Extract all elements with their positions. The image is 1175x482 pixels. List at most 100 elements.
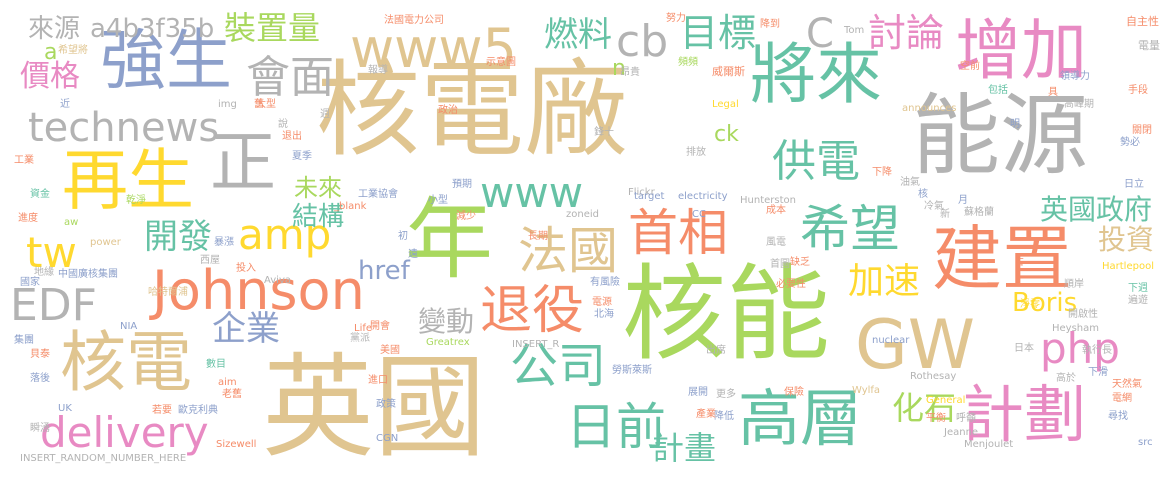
cloud-word: 降低 bbox=[714, 412, 734, 422]
cloud-word: 投資 bbox=[1098, 226, 1154, 254]
cloud-word: 數目 bbox=[206, 360, 226, 370]
cloud-word: 成本 bbox=[766, 206, 786, 216]
cloud-word: 投入 bbox=[236, 264, 256, 274]
cloud-word: 進度 bbox=[18, 214, 38, 224]
cloud-word: 電量 bbox=[1138, 40, 1160, 51]
cloud-word: 空前 bbox=[960, 62, 980, 72]
cloud-word: 政治 bbox=[438, 106, 458, 116]
cloud-word: 哈特爾浦 bbox=[148, 288, 188, 298]
cloud-word: 威爾斯 bbox=[712, 66, 745, 77]
cloud-word: 下降 bbox=[872, 168, 892, 178]
cloud-word: 尋找 bbox=[1108, 412, 1128, 422]
cloud-word: technews bbox=[28, 108, 219, 148]
cloud-word: electricity bbox=[678, 192, 728, 202]
cloud-word: power bbox=[90, 238, 121, 248]
cloud-word: C bbox=[806, 14, 834, 54]
cloud-word: 貝泰 bbox=[30, 350, 50, 360]
cloud-word: INSERT_RANDOM_NUMBER_HERE bbox=[20, 454, 186, 464]
cloud-word: Menjoulet bbox=[964, 440, 1013, 450]
cloud-word: 新 bbox=[940, 210, 950, 220]
cloud-word: 計畫 bbox=[652, 432, 716, 464]
cloud-word: 英國政府 bbox=[1040, 196, 1152, 224]
cloud-word: 開啟性 bbox=[1068, 310, 1098, 320]
cloud-word: CC bbox=[692, 210, 706, 220]
cloud-word: 供電 bbox=[772, 140, 860, 184]
cloud-word: 老舊 bbox=[222, 390, 242, 400]
cloud-word: Hartlepool bbox=[1102, 262, 1154, 272]
cloud-word: 工業協會 bbox=[358, 190, 398, 200]
cloud-word: 展開 bbox=[688, 388, 708, 398]
cloud-word: Tom bbox=[844, 26, 864, 36]
cloud-word: img bbox=[218, 100, 237, 110]
cloud-word: 保險 bbox=[784, 388, 804, 398]
cloud-word: nuclear bbox=[872, 336, 909, 346]
cloud-word: 舊 bbox=[254, 100, 264, 110]
cloud-word: 順岸 bbox=[1064, 280, 1084, 290]
cloud-word: Legal bbox=[712, 100, 739, 110]
cloud-word: 週 bbox=[320, 110, 330, 120]
cloud-word: 討論 bbox=[868, 14, 944, 52]
cloud-word: 遍遊 bbox=[1128, 296, 1148, 306]
cloud-word: 昂貴 bbox=[620, 68, 640, 78]
cloud-word: 勞斯萊斯 bbox=[612, 366, 652, 376]
cloud-word: aim bbox=[218, 378, 237, 388]
cloud-word: a4b3f35b bbox=[90, 16, 214, 42]
cloud-word: Sizewell bbox=[216, 440, 256, 450]
cloud-word: 暴漲 bbox=[214, 238, 234, 248]
cloud-word: 燃料 bbox=[544, 18, 612, 52]
cloud-word: 小型 bbox=[428, 196, 448, 206]
cloud-word: 電源 bbox=[592, 298, 612, 308]
cloud-word: 努力 bbox=[666, 14, 686, 24]
cloud-word: Heysham bbox=[1052, 324, 1099, 334]
cloud-word: a bbox=[44, 42, 57, 64]
cloud-word: 國家 bbox=[20, 278, 40, 288]
cloud-word: 日前 bbox=[566, 402, 666, 452]
cloud-word: 自主性 bbox=[1126, 16, 1159, 27]
cloud-word: 排放 bbox=[686, 148, 706, 158]
cloud-word: 法國電力公司 bbox=[384, 16, 444, 26]
cloud-word: 價格 bbox=[20, 62, 80, 92]
cloud-word: Rothesay bbox=[910, 372, 956, 382]
cloud-word: 油氣 bbox=[900, 178, 920, 188]
cloud-word: 月 bbox=[958, 196, 968, 206]
cloud-word: 日立 bbox=[1124, 180, 1144, 190]
cloud-word: 西屋 bbox=[200, 256, 220, 266]
cloud-word: CGN bbox=[376, 434, 398, 444]
cloud-word: 頻頻 bbox=[678, 58, 698, 68]
cloud-word: 核能 bbox=[622, 262, 830, 366]
cloud-word: 中國廣核集團 bbox=[58, 270, 118, 280]
cloud-word: 日本 bbox=[1014, 344, 1034, 354]
cloud-word: 首圖 bbox=[770, 260, 790, 270]
cloud-word: 下滑 bbox=[1088, 368, 1108, 378]
cloud-word: 預期 bbox=[452, 180, 472, 190]
cloud-word: 具 bbox=[1048, 88, 1058, 98]
cloud-word: 示意圖 bbox=[486, 58, 516, 68]
cloud-word: 開會 bbox=[370, 322, 390, 332]
cloud-word: UK bbox=[58, 404, 72, 414]
cloud-word: _blank bbox=[334, 202, 366, 212]
cloud-word: 首相 bbox=[628, 208, 728, 258]
cloud-word: NIA bbox=[120, 322, 137, 332]
cloud-word: EDF bbox=[10, 284, 97, 328]
cloud-word: 風電 bbox=[766, 238, 786, 248]
cloud-word: 報導 bbox=[368, 66, 388, 76]
cloud-word: 天然氣 bbox=[1112, 380, 1142, 390]
cloud-word: 初 bbox=[398, 232, 408, 242]
cloud-word: 開發 bbox=[144, 220, 212, 254]
cloud-word: 核電 bbox=[60, 330, 192, 396]
cloud-word: 產業 bbox=[696, 410, 716, 420]
cloud-word: 占 bbox=[1014, 258, 1024, 268]
cloud-word: announces bbox=[902, 104, 956, 114]
cloud-word: 來源 bbox=[28, 16, 80, 42]
cloud-word: 加速 bbox=[848, 264, 920, 300]
cloud-word: 蘇格蘭 bbox=[964, 208, 994, 218]
cloud-word: 長期 bbox=[528, 232, 548, 242]
cloud-word: 近 bbox=[60, 100, 70, 110]
cloud-word: 有風險 bbox=[590, 278, 620, 288]
cloud-word: 淨零 bbox=[1020, 300, 1040, 310]
cloud-word: 裝置量 bbox=[224, 12, 320, 44]
cloud-word: 出席 bbox=[706, 346, 726, 356]
cloud-word: 包括 bbox=[988, 86, 1008, 96]
cloud-word: 缺乏 bbox=[790, 258, 810, 268]
cloud-word: href bbox=[358, 258, 410, 284]
